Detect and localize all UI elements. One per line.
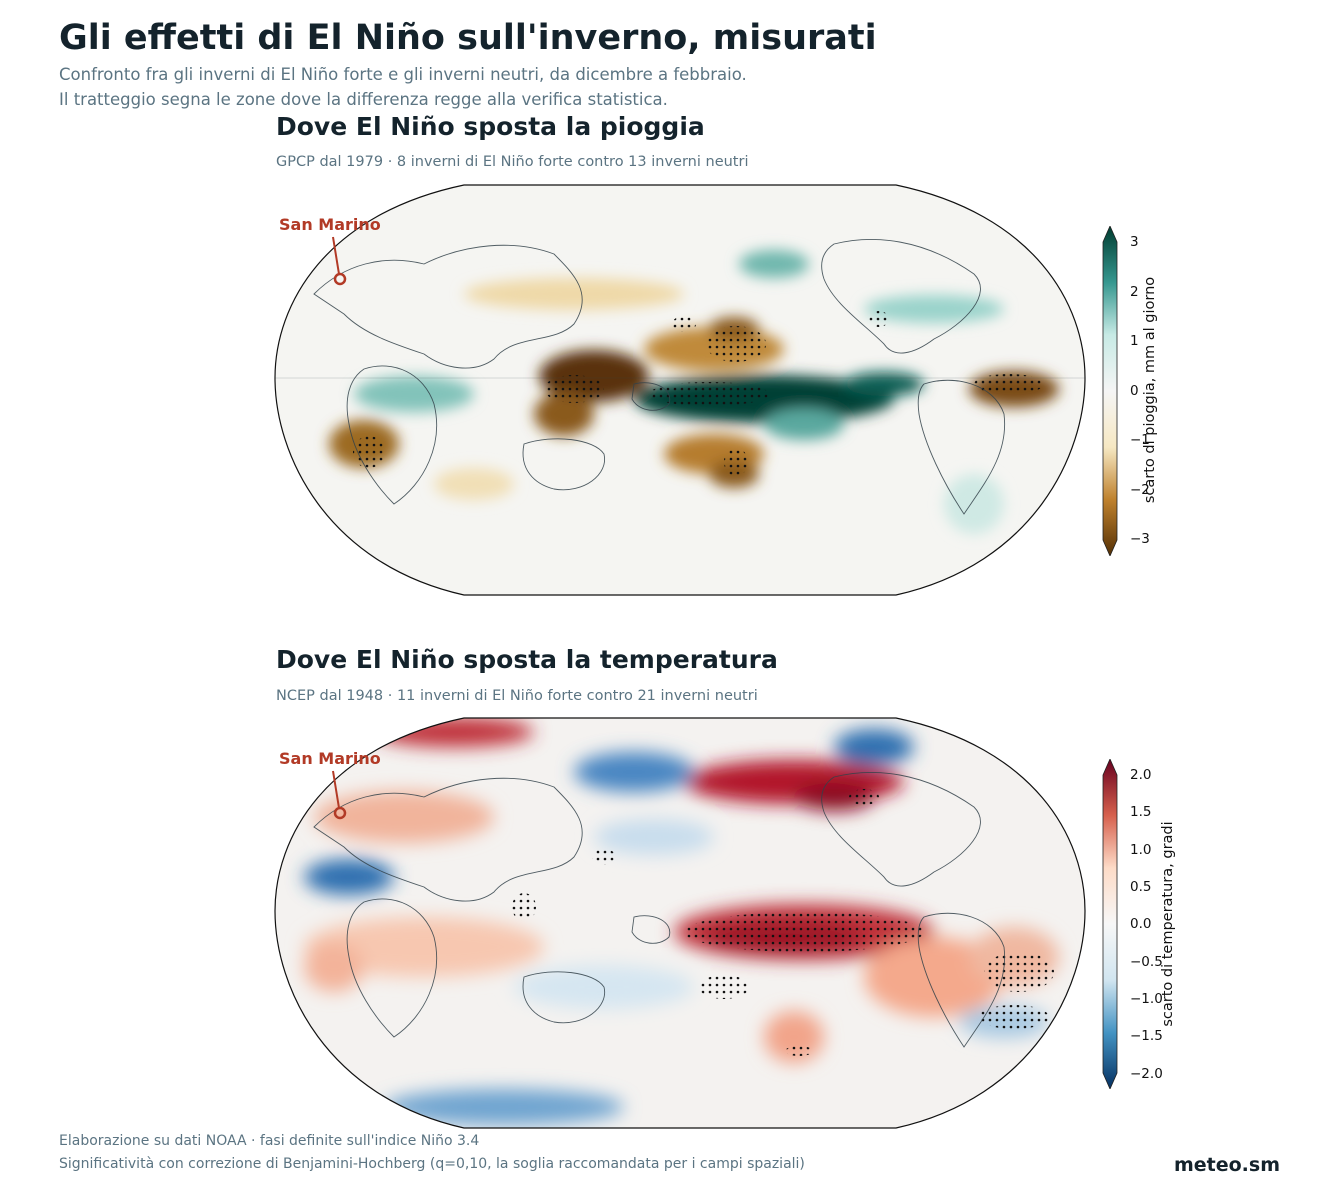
temp-tick: 0.5	[1130, 879, 1152, 895]
temp-colorbar-label: scarto di temperatura, gradi	[1160, 821, 1176, 1027]
temp-colorbar	[1102, 759, 1118, 1089]
footer-method-note: Significatività con correzione di Benjam…	[59, 1156, 805, 1172]
temp-panel-subtitle: NCEP dal 1948 · 11 inverni di El Niño fo…	[276, 688, 758, 704]
temp-tick: 0.0	[1130, 916, 1152, 932]
temp-tick: 2.0	[1130, 767, 1152, 783]
page-title: Gli effetti di El Niño sull'inverno, mis…	[59, 18, 877, 58]
page-subtitle-line-1: Confronto fra gli inverni di El Niño for…	[59, 65, 747, 84]
temp-tick: −0.5	[1130, 954, 1163, 970]
temp-tick: 1.0	[1130, 842, 1152, 858]
temp-tick: −2.0	[1130, 1066, 1163, 1082]
precip-tick: 2	[1130, 284, 1139, 300]
temp-tick: −1.0	[1130, 991, 1163, 1007]
temperature-anomaly-map	[274, 717, 1086, 1129]
temp-tick: −1.5	[1130, 1028, 1163, 1044]
page-subtitle-line-2: Il tratteggio segna le zone dove la diff…	[59, 90, 668, 109]
precip-tick: −1	[1130, 432, 1150, 448]
precip-colorbar-label: scarto di pioggia, mm al giorno	[1142, 276, 1158, 504]
precip-tick: 3	[1130, 234, 1139, 250]
precip-tick: −3	[1130, 531, 1150, 547]
brand-logo: meteo.sm	[1173, 1154, 1280, 1176]
footer-source-note: Elaborazione su dati NOAA · fasi definit…	[59, 1133, 480, 1149]
precip-san-marino-marker: San Marino	[279, 215, 381, 286]
precip-anomaly-map	[274, 184, 1086, 596]
precip-tick: −2	[1130, 482, 1150, 498]
precip-colorbar	[1102, 226, 1118, 556]
precip-tick: 0	[1130, 383, 1139, 399]
temp-san-marino-marker: San Marino	[279, 749, 381, 820]
precip-marker-label: San Marino	[279, 215, 381, 234]
temp-panel-title: Dove El Niño sposta la temperatura	[276, 645, 778, 674]
precip-panel-subtitle: GPCP dal 1979 · 8 inverni di El Niño for…	[276, 154, 749, 170]
temp-tick: 1.5	[1130, 804, 1152, 820]
precip-tick: 1	[1130, 333, 1139, 349]
precip-panel-title: Dove El Niño sposta la pioggia	[276, 112, 705, 141]
temp-marker-label: San Marino	[279, 749, 381, 768]
